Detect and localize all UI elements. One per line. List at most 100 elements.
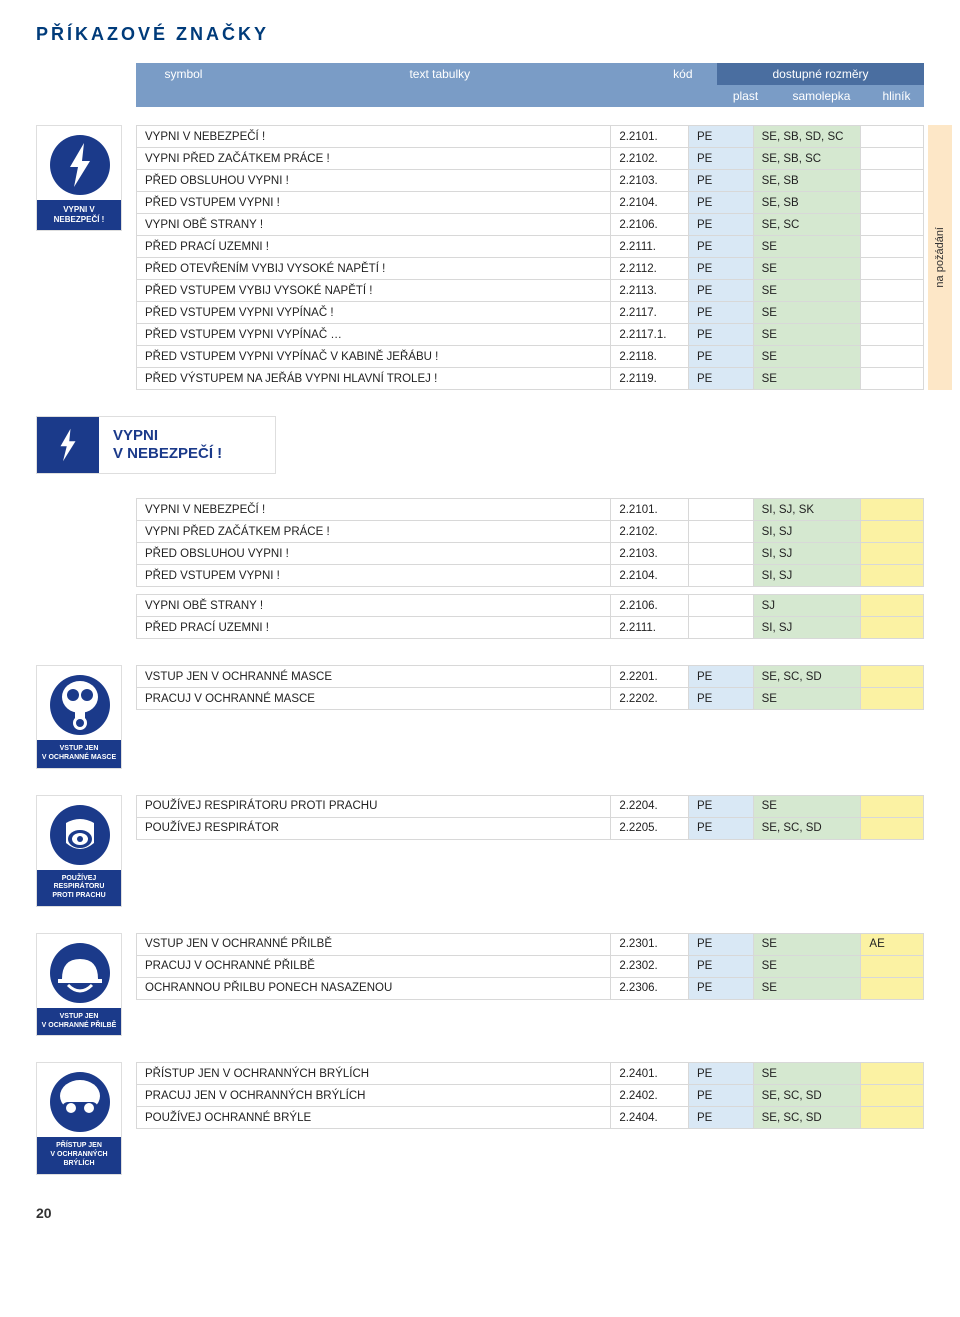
cell-hlinik [861, 236, 924, 258]
header-hlinik: hliník [869, 85, 924, 107]
cell-plast: PE [688, 1107, 753, 1129]
cell-kod: 2.2102. [611, 148, 689, 170]
cell-hlinik [861, 795, 924, 817]
cell-plast: PE [688, 977, 753, 999]
table-row: PRACUJ JEN V OCHRANNÝCH BRÝLÍCH2.2402.PE… [137, 1085, 924, 1107]
cell-samolepka: SE [753, 955, 861, 977]
cell-hlinik [861, 1063, 924, 1085]
header-text: text tabulky [231, 63, 649, 85]
sign-goggles-caption: PŘÍSTUP JENV OCHRANNÝCH BRÝLÍCH [37, 1137, 121, 1173]
cell-samolepka: SE, SB, SD, SC [753, 126, 861, 148]
table-row: VSTUP JEN V OCHRANNÉ MASCE2.2201.PESE, S… [137, 666, 924, 688]
cell-text: VYPNI PŘED ZAČÁTKEM PRÁCE ! [137, 148, 611, 170]
cell-plast: PE [688, 1085, 753, 1107]
section-3: VSTUP JENV OCHRANNÉ MASCE VSTUP JEN V OC… [36, 665, 924, 769]
table-row: POUŽÍVEJ RESPIRÁTORU PROTI PRACHU2.2204.… [137, 795, 924, 817]
cell-text: PŘED PRACÍ UZEMNI ! [137, 236, 611, 258]
cell-hlinik [861, 499, 924, 521]
table-row: PRACUJ V OCHRANNÉ PŘILBĚ2.2302.PESE [137, 955, 924, 977]
cell-samolepka: SE [753, 324, 861, 346]
cell-samolepka: SE [753, 302, 861, 324]
lightning-icon [48, 425, 88, 465]
cell-kod: 2.2204. [611, 795, 689, 817]
cell-kod: 2.2104. [611, 192, 689, 214]
header-plast: plast [717, 85, 774, 107]
table-row: VYPNI OBĚ STRANY !2.2106.PESE, SC [137, 214, 924, 236]
cell-text: PŘED OBSLUHOU VYPNI ! [137, 170, 611, 192]
cell-plast: PE [688, 302, 753, 324]
sign-helmet: VSTUP JENV OCHRANNÉ PŘILBĚ [36, 933, 122, 1037]
cell-kod: 2.2117.1. [611, 324, 689, 346]
cell-plast: PE [688, 214, 753, 236]
cell-hlinik [861, 595, 924, 617]
header-symbol-b [136, 85, 231, 107]
cell-kod: 2.2404. [611, 1107, 689, 1129]
cell-kod: 2.2302. [611, 955, 689, 977]
cell-samolepka: SE [753, 258, 861, 280]
table-row: PŘED VÝSTUPEM NA JEŘÁB VYPNI HLAVNÍ TROL… [137, 368, 924, 390]
cell-hlinik [861, 368, 924, 390]
wide-sign-line2: V NEBEZPEČÍ ! [113, 445, 261, 463]
cell-kod: 2.2104. [611, 565, 689, 587]
cell-text: PŘED VSTUPEM VYPNI ! [137, 192, 611, 214]
header-kod-b [649, 85, 717, 107]
cell-text: PŘED PRACÍ UZEMNI ! [137, 617, 611, 639]
cell-hlinik [861, 324, 924, 346]
cell-plast: PE [688, 258, 753, 280]
sign-vypni-caption: VYPNI V NEBEZPEČÍ ! [37, 200, 121, 230]
table-row: POUŽÍVEJ RESPIRÁTOR2.2205.PESE, SC, SD [137, 817, 924, 839]
cell-samolepka: SE [753, 280, 861, 302]
cell-plast [688, 617, 753, 639]
cell-text: PRACUJ JEN V OCHRANNÝCH BRÝLÍCH [137, 1085, 611, 1107]
cell-hlinik [861, 258, 924, 280]
section-4: POUŽÍVEJ RESPIRÁTORUPROTI PRACHU POUŽÍVE… [36, 795, 924, 907]
cell-text: VYPNI PŘED ZAČÁTKEM PRÁCE ! [137, 521, 611, 543]
section-2: VYPNI V NEBEZPEČÍ !2.2101.SI, SJ, SKVYPN… [36, 498, 924, 639]
respirator-icon [48, 803, 112, 867]
cell-plast: PE [688, 666, 753, 688]
section-6: PŘÍSTUP JENV OCHRANNÝCH BRÝLÍCH PŘÍSTUP … [36, 1062, 924, 1174]
cell-samolepka: SE [753, 346, 861, 368]
helmet-icon [48, 941, 112, 1005]
cell-kod: 2.2202. [611, 688, 689, 710]
cell-plast: PE [688, 817, 753, 839]
cell-kod: 2.2103. [611, 543, 689, 565]
cell-samolepka: SE [753, 1063, 861, 1085]
cell-kod: 2.2119. [611, 368, 689, 390]
cell-hlinik [861, 521, 924, 543]
table-row: PŘED OBSLUHOU VYPNI !2.2103.PESE, SB [137, 170, 924, 192]
cell-plast: PE [688, 126, 753, 148]
cell-kod: 2.2106. [611, 595, 689, 617]
cell-text: OCHRANNOU PŘILBU PONECH NASAZENOU [137, 977, 611, 999]
section-5: VSTUP JENV OCHRANNÉ PŘILBĚ VSTUP JEN V O… [36, 933, 924, 1037]
table-1: VYPNI V NEBEZPEČÍ !2.2101.PESE, SB, SD, … [136, 125, 924, 390]
cell-plast [688, 499, 753, 521]
sign-mask-caption: VSTUP JENV OCHRANNÉ MASCE [37, 740, 121, 768]
cell-plast: PE [688, 236, 753, 258]
cell-text: PŘED VSTUPEM VYBIJ VYSOKÉ NAPĚTÍ ! [137, 280, 611, 302]
sign-helmet-caption: VSTUP JENV OCHRANNÉ PŘILBĚ [37, 1008, 121, 1036]
table-row: PŘED OBSLUHOU VYPNI !2.2103.SI, SJ [137, 543, 924, 565]
cell-text: PŘED OTEVŘENÍM VYBIJ VYSOKÉ NAPĚTÍ ! [137, 258, 611, 280]
cell-plast [688, 543, 753, 565]
table-row: POUŽÍVEJ OCHRANNÉ BRÝLE2.2404.PESE, SC, … [137, 1107, 924, 1129]
table-6: PŘÍSTUP JEN V OCHRANNÝCH BRÝLÍCH2.2401.P… [136, 1062, 924, 1129]
cell-kod: 2.2113. [611, 280, 689, 302]
cell-text: VSTUP JEN V OCHRANNÉ MASCE [137, 666, 611, 688]
cell-hlinik [861, 346, 924, 368]
table-row: PŘED PRACÍ UZEMNI !2.2111.SI, SJ [137, 617, 924, 639]
cell-plast: PE [688, 795, 753, 817]
cell-samolepka: SJ [753, 595, 861, 617]
cell-kod: 2.2201. [611, 666, 689, 688]
cell-samolepka: SI, SJ [753, 543, 861, 565]
cell-hlinik [861, 302, 924, 324]
table-row: VYPNI PŘED ZAČÁTKEM PRÁCE !2.2102.SI, SJ [137, 521, 924, 543]
cell-plast [688, 595, 753, 617]
cell-text: VYPNI V NEBEZPEČÍ ! [137, 126, 611, 148]
cell-kod: 2.2306. [611, 977, 689, 999]
cell-samolepka: SE [753, 933, 861, 955]
cell-hlinik [861, 1107, 924, 1129]
cell-samolepka: SE, SC [753, 214, 861, 236]
cell-text: POUŽÍVEJ RESPIRÁTORU PROTI PRACHU [137, 795, 611, 817]
cell-text: PRACUJ V OCHRANNÉ MASCE [137, 688, 611, 710]
